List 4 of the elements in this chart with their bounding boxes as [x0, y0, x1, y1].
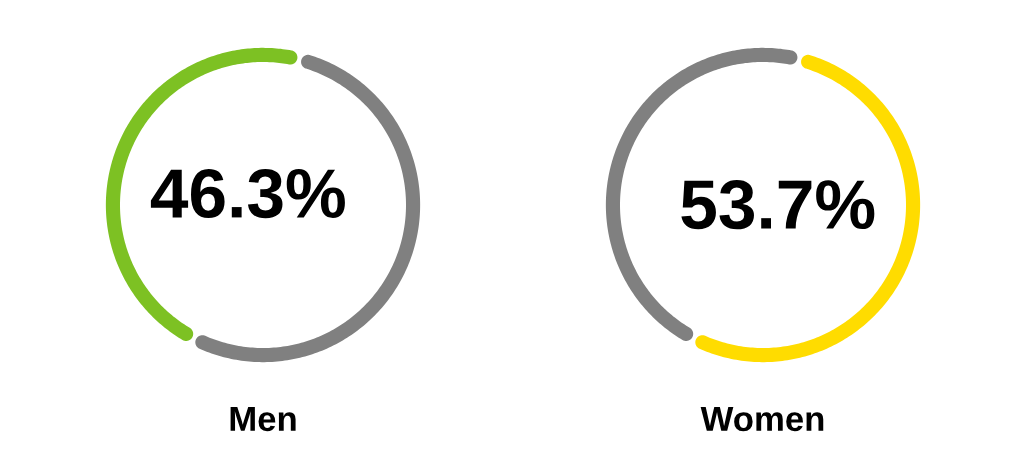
data-label: 53.7% [681, 180, 875, 230]
text: Women [700, 406, 824, 432]
text: Men [230, 406, 296, 432]
data-label: 46.3% [150, 168, 345, 219]
